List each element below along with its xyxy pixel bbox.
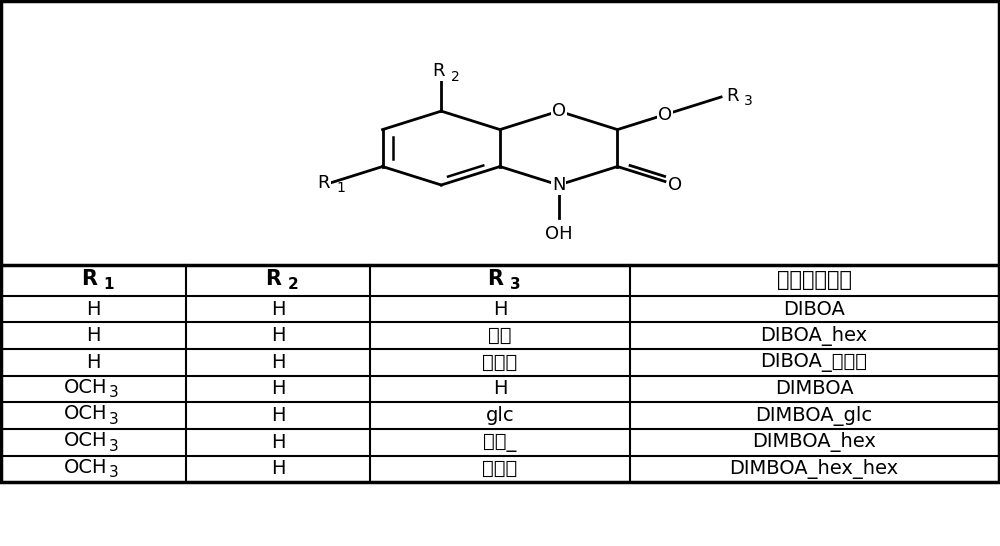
Text: OCH: OCH	[64, 431, 107, 450]
Text: 首字母缩略词: 首字母缩略词	[777, 270, 852, 290]
Text: DIMBOA_hex_hex: DIMBOA_hex_hex	[730, 459, 899, 479]
Text: DIMBOA_glc: DIMBOA_glc	[756, 406, 873, 425]
Text: R: R	[265, 269, 281, 289]
Text: H: H	[271, 433, 285, 452]
Text: 2: 2	[451, 70, 460, 84]
Text: H: H	[86, 300, 101, 319]
Text: DIBOA_hex: DIBOA_hex	[761, 326, 868, 346]
Text: 3: 3	[109, 465, 118, 480]
Text: H: H	[271, 459, 285, 478]
Text: OCH: OCH	[64, 405, 107, 424]
Text: H: H	[86, 353, 101, 372]
Text: H: H	[493, 379, 507, 399]
Text: R: R	[487, 269, 503, 289]
Text: R: R	[81, 269, 97, 289]
Text: O: O	[552, 102, 566, 120]
Text: R: R	[726, 87, 739, 105]
Bar	[1, 2, 999, 482]
Text: OH: OH	[545, 224, 573, 242]
Text: 1: 1	[336, 181, 345, 195]
Text: H: H	[271, 406, 285, 425]
Text: H: H	[271, 353, 285, 372]
Text: 3: 3	[109, 385, 118, 400]
Text: H: H	[271, 300, 285, 319]
Text: O: O	[658, 105, 672, 123]
Text: O: O	[668, 176, 682, 194]
Text: DIMBOA_hex: DIMBOA_hex	[752, 432, 876, 452]
Text: DIBOA: DIBOA	[783, 300, 845, 319]
Text: 3: 3	[109, 412, 118, 427]
Text: 己糖: 己糖	[488, 327, 512, 345]
Text: R: R	[317, 174, 330, 192]
Text: H: H	[493, 300, 507, 319]
Text: 二己糖: 二己糖	[482, 459, 518, 478]
Text: H: H	[86, 327, 101, 345]
Text: 3: 3	[510, 277, 521, 292]
Text: 3: 3	[109, 438, 118, 454]
Text: H: H	[271, 327, 285, 345]
Text: 3: 3	[744, 94, 753, 108]
Text: R: R	[432, 62, 445, 80]
Text: glc: glc	[486, 406, 514, 425]
Text: N: N	[552, 176, 565, 194]
Text: OCH: OCH	[64, 378, 107, 397]
Text: OCH: OCH	[64, 458, 107, 477]
Text: 己糖_: 己糖_	[483, 433, 517, 452]
Text: DIBOA_二己糖: DIBOA_二己糖	[761, 353, 868, 372]
Text: DIMBOA: DIMBOA	[775, 379, 853, 399]
Text: 1: 1	[104, 277, 114, 292]
Text: 2: 2	[288, 277, 299, 292]
Text: H: H	[271, 379, 285, 399]
Text: 二己糖: 二己糖	[482, 353, 518, 372]
